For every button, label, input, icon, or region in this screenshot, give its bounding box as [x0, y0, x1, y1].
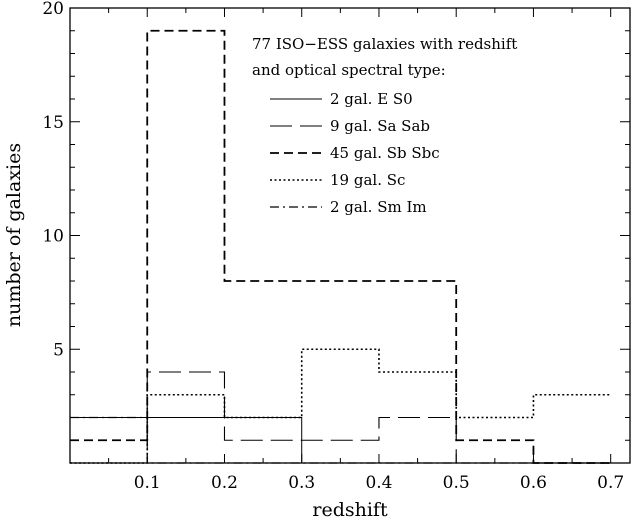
legend-label: 9 gal. Sa Sab [330, 117, 430, 135]
y-tick-label: 5 [53, 340, 64, 360]
legend-entry: 2 gal. Sm Im [270, 198, 427, 216]
legend-label: 45 gal. Sb Sbc [330, 144, 440, 162]
y-tick-label: 10 [42, 227, 64, 247]
x-tick-label: 0.4 [365, 473, 392, 493]
series-step-3 [70, 29, 611, 464]
y-tick-label: 15 [42, 113, 64, 133]
legend-label: 2 gal. E S0 [330, 90, 413, 108]
x-tick-label: 0.5 [443, 473, 470, 493]
series-step-4 [70, 348, 611, 464]
legend-entry: 2 gal. E S0 [270, 90, 413, 108]
legend-entry: 45 gal. Sb Sbc [270, 144, 440, 162]
x-tick-label: 0.3 [288, 473, 315, 493]
x-tick-label: 0.6 [520, 473, 547, 493]
legend-entry: 19 gal. Sc [270, 171, 405, 189]
legend-title-line-1: 77 ISO−ESS galaxies with redshift [252, 35, 517, 53]
legend: 77 ISO−ESS galaxies with redshift and op… [252, 35, 517, 216]
plot-frame [69, 7, 631, 464]
legend-title-line-2: and optical spectral type: [252, 61, 446, 79]
x-tick-label: 0.2 [211, 473, 238, 493]
x-axis-label: redshift [312, 499, 388, 521]
legend-entries: 2 gal. E S0 9 gal. Sa Sab 45 gal. Sb Sbc 19… [270, 90, 440, 216]
x-tick-label: 0.7 [597, 473, 624, 493]
legend-label: 2 gal. Sm Im [330, 198, 427, 216]
legend-label: 19 gal. Sc [330, 171, 405, 189]
y-tick-label: 20 [42, 0, 64, 19]
y-axis-label: number of galaxies [3, 143, 25, 327]
tick-labels: 0.1 0.2 0.3 0.4 0.5 0.6 0.7 5 10 15 20 [42, 0, 624, 493]
legend-entry: 9 gal. Sa Sab [270, 117, 430, 135]
x-tick-label: 0.1 [134, 473, 161, 493]
